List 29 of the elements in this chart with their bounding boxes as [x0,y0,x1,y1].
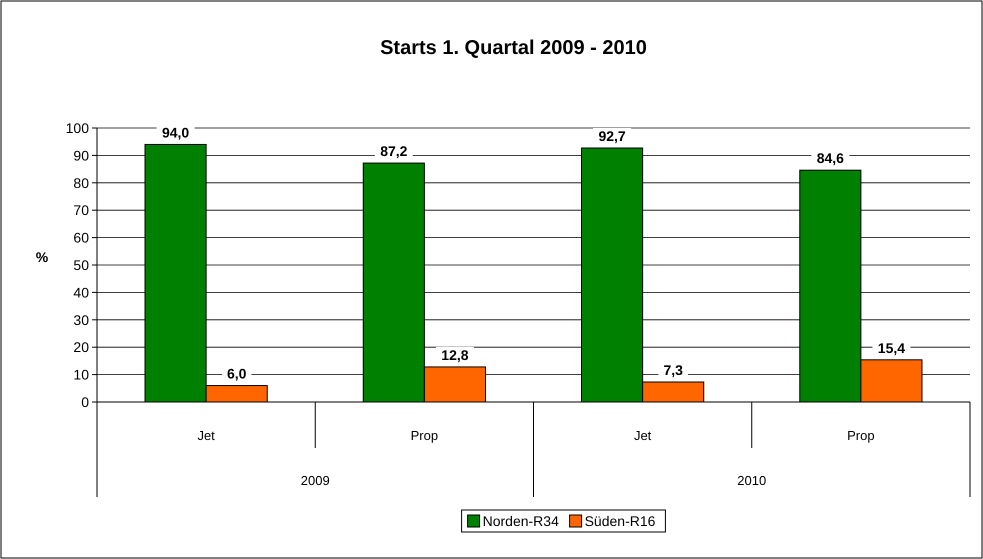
text: 2009 [300,473,330,488]
y-tick-label: 70 [73,202,90,218]
y-tick-label: 100 [66,120,90,136]
y-tick-label: 50 [73,257,90,273]
text: 2010 [737,473,766,488]
x-tick-label: Jet [197,428,216,443]
y-tick-label: 0 [81,394,90,410]
x-tick-label: Jet [634,428,652,443]
y-tick-label: 80 [73,174,90,191]
x-tick-label: Prop [410,428,438,443]
y-axis-title: % [36,249,49,265]
data-label: 84,6 [816,150,844,166]
legend-label: Süden-R16 [584,513,656,529]
data-label: 87,2 [380,143,408,160]
data-label: 92,7 [598,128,626,144]
y-tick-label: 30 [73,312,90,328]
data-label: 94,0 [162,124,190,140]
y-tick-label: 40 [73,284,90,300]
x-tick-label: Prop [847,428,875,443]
chart-title: Starts 1. Quartal 2009 - 2010 [380,37,647,59]
y-tick-label: 10 [73,366,90,383]
y-tick-label: 90 [73,147,90,164]
y-tick-label: 60 [73,230,90,246]
data-label: 12,8 [441,346,469,363]
data-label: 7,3 [663,362,684,378]
data-label: 6,0 [226,366,247,382]
legend-label: Norden-R34 [482,513,560,529]
data-label: 15,4 [878,340,906,356]
y-tick-label: 20 [73,339,90,356]
